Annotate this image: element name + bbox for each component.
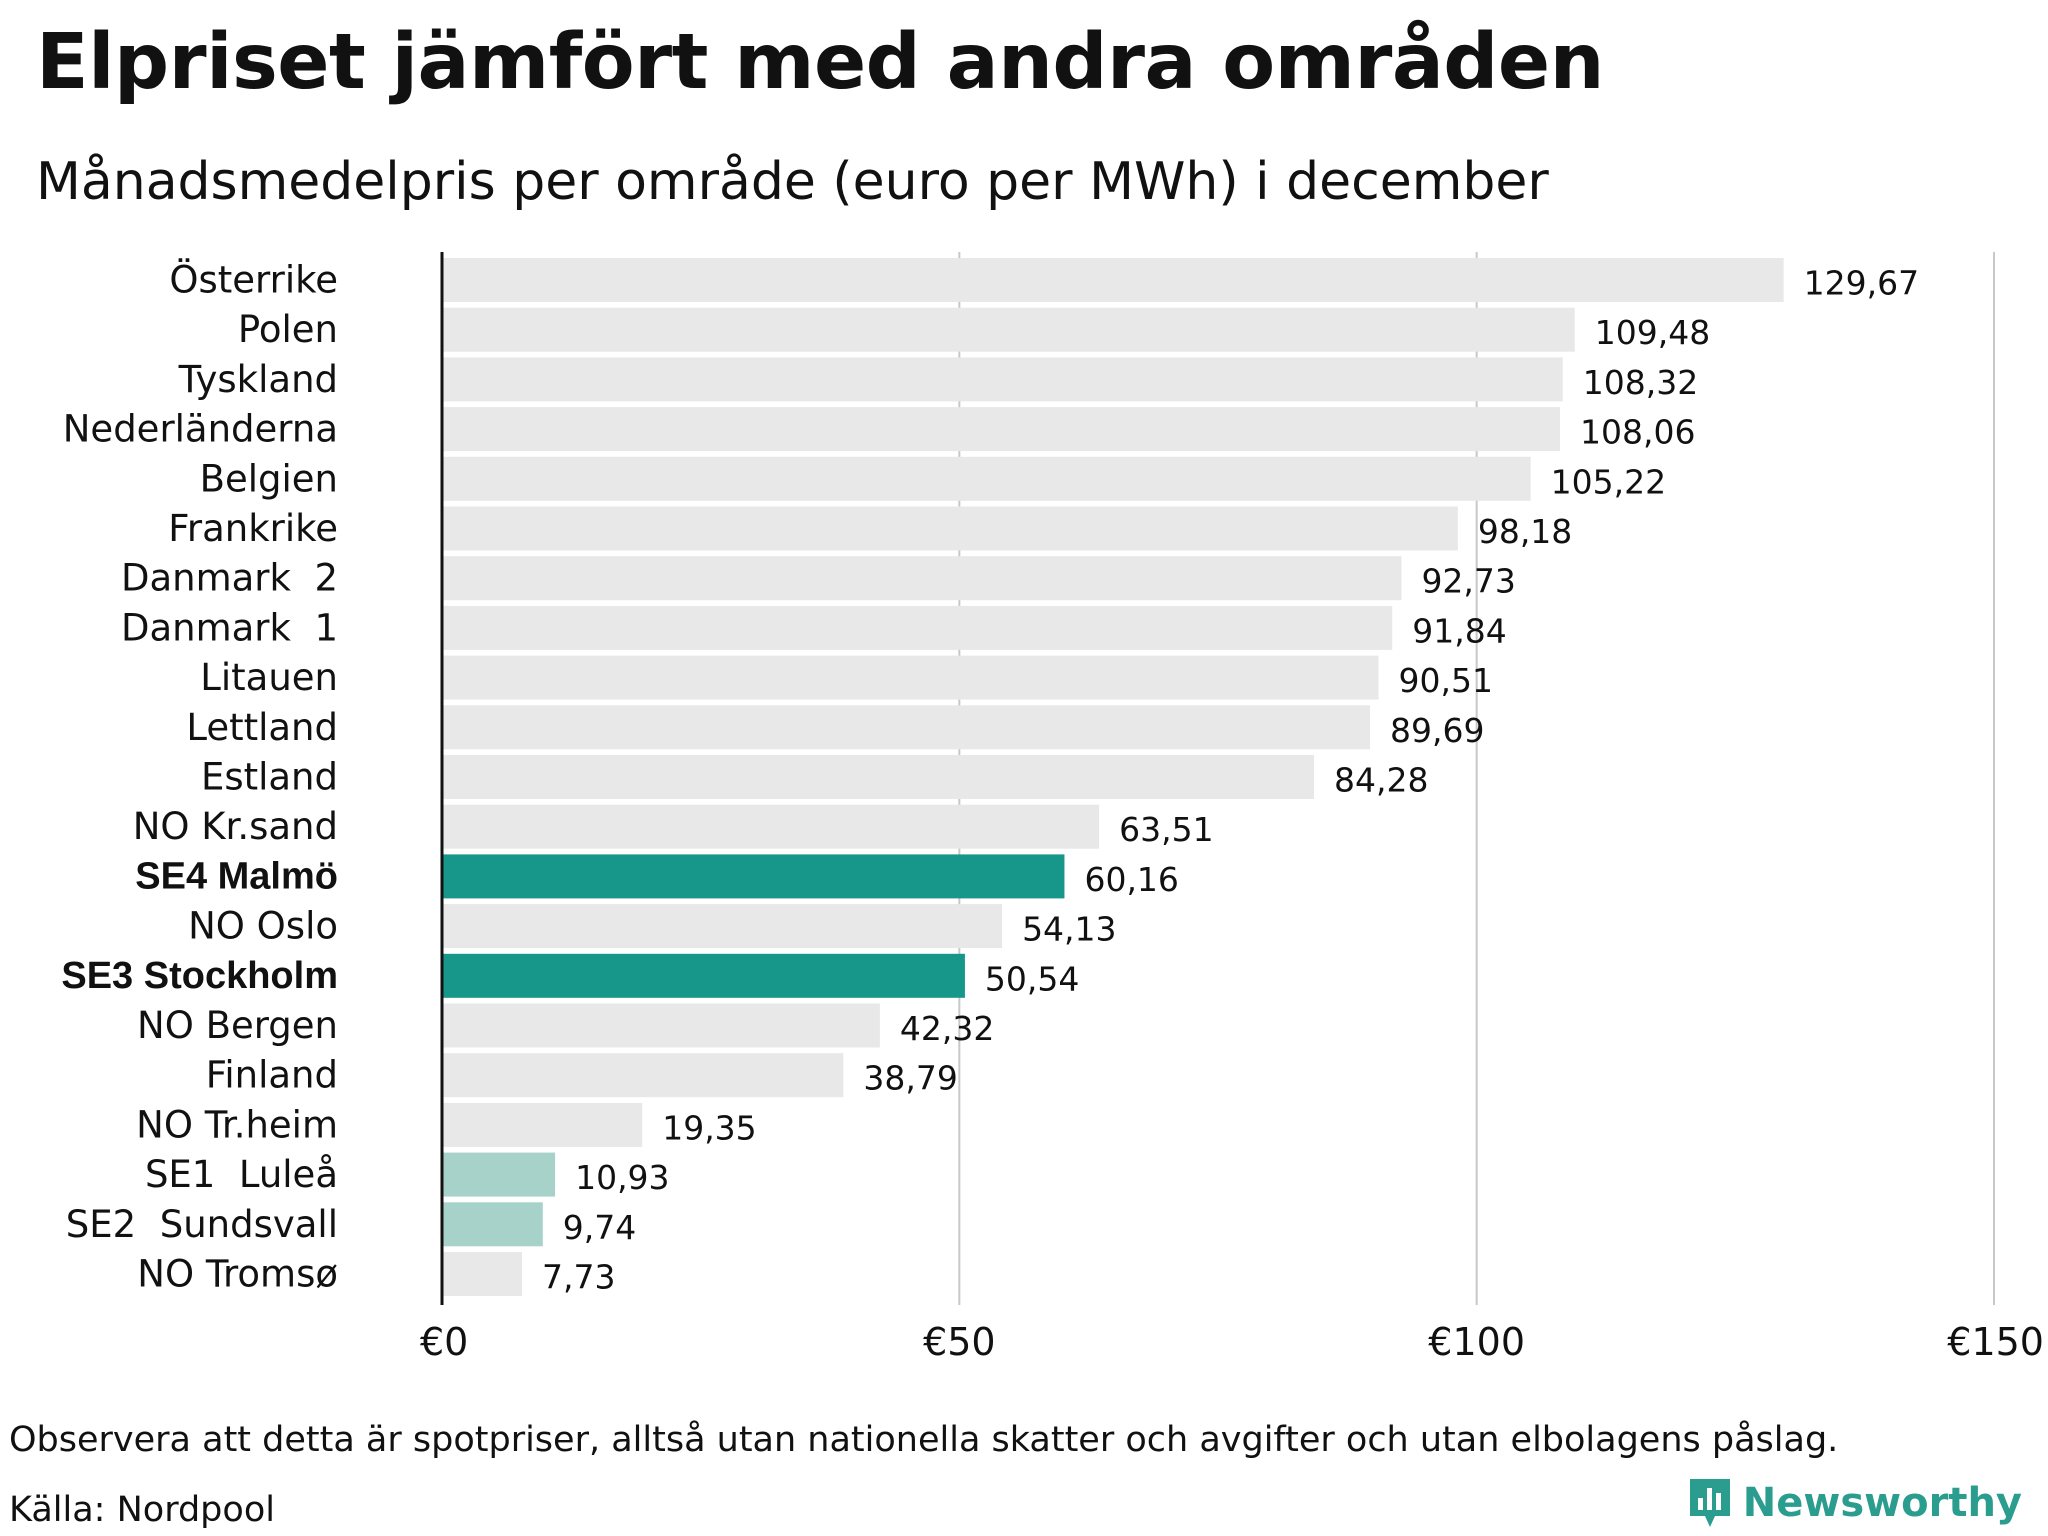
category-label: SE4 Malmö: [135, 855, 338, 897]
bar: [442, 258, 1784, 302]
category-label: Frankrike: [168, 507, 338, 550]
bar: [442, 407, 1561, 452]
x-tick-label: €100: [1428, 1320, 1525, 1364]
data-label: 19,35: [662, 1108, 756, 1147]
category-label: Österrike: [169, 259, 338, 302]
bar: [442, 1003, 880, 1048]
bar: [442, 1152, 556, 1197]
source-credit: Källa: Nordpool: [9, 1490, 275, 1530]
footnote: Observera att detta är spotpriser, allts…: [9, 1420, 1839, 1460]
bar: [442, 456, 1531, 501]
category-label: Finland: [206, 1054, 338, 1097]
data-label: 98,18: [1478, 512, 1572, 551]
category-label: NO Oslo: [188, 905, 338, 948]
category-label: NO Kr.sand: [133, 805, 338, 848]
bar-chart: Österrike 129,67 Polen 109,48 Tyskland 108,32…: [61, 252, 2044, 1364]
category-label: NO Bergen: [137, 1004, 338, 1047]
data-label: 129,67: [1804, 264, 1919, 303]
category-label: Polen: [238, 308, 338, 351]
category-label: Estland: [201, 756, 338, 799]
category-label: SE3 Stockholm: [61, 955, 338, 997]
data-label: 50,54: [985, 959, 1079, 998]
data-label: 84,28: [1334, 761, 1428, 800]
x-tick-label: €150: [1947, 1320, 2044, 1364]
data-label: 90,51: [1398, 661, 1492, 700]
category-label: SE1 Luleå: [145, 1153, 338, 1196]
bar: [442, 953, 965, 998]
data-label: 7,73: [542, 1258, 615, 1297]
bar: [442, 605, 1393, 650]
data-label: 91,84: [1412, 611, 1506, 650]
bar: [442, 1053, 844, 1098]
x-tick-label: €50: [923, 1320, 996, 1364]
bar: [442, 556, 1402, 601]
data-label: 92,73: [1421, 562, 1515, 601]
bar: [442, 854, 1065, 899]
data-label: 60,16: [1084, 860, 1178, 899]
category-label: Nederländerna: [63, 408, 338, 451]
category-label: Tyskland: [178, 358, 338, 401]
bar: [442, 705, 1370, 750]
category-label: Danmark 1: [121, 606, 338, 649]
brand-name: Newsworthy: [1742, 1480, 2022, 1526]
bar: [442, 1102, 643, 1147]
category-label: Lettland: [186, 706, 338, 749]
bar: [442, 904, 1003, 949]
bar: [442, 357, 1563, 402]
bar: [442, 655, 1379, 700]
bar: [442, 307, 1575, 352]
category-label: NO Tr.heim: [136, 1103, 338, 1146]
category-label: Danmark 2: [121, 557, 338, 600]
bar: [442, 804, 1100, 849]
newsworthy-logo-icon: [1689, 1479, 1730, 1527]
bar: [442, 755, 1315, 799]
bar: [442, 506, 1458, 551]
bar: [442, 1252, 522, 1296]
category-label: NO Tromsø: [137, 1253, 338, 1296]
data-label: 108,32: [1583, 363, 1698, 402]
category-label: Litauen: [200, 656, 338, 699]
data-label: 42,32: [900, 1009, 994, 1048]
data-label: 9,74: [563, 1208, 636, 1247]
data-label: 38,79: [863, 1059, 957, 1098]
data-label: 108,06: [1580, 413, 1695, 452]
data-label: 105,22: [1551, 462, 1666, 501]
bar: [442, 1202, 543, 1247]
data-label: 10,93: [575, 1158, 669, 1197]
data-label: 63,51: [1119, 810, 1213, 849]
data-label: 54,13: [1022, 910, 1116, 949]
category-label: SE2 Sundsvall: [66, 1203, 338, 1246]
x-tick-label: €0: [420, 1320, 468, 1364]
chart-title: Elpriset jämfört med andra områden: [36, 18, 1604, 107]
data-label: 89,69: [1390, 711, 1484, 750]
data-label: 109,48: [1595, 313, 1710, 352]
chart-subtitle: Månadsmedelpris per område (euro per MWh…: [36, 152, 1549, 212]
category-label: Belgien: [200, 457, 338, 500]
brand-logo: Newsworthy: [1687, 1476, 2022, 1530]
